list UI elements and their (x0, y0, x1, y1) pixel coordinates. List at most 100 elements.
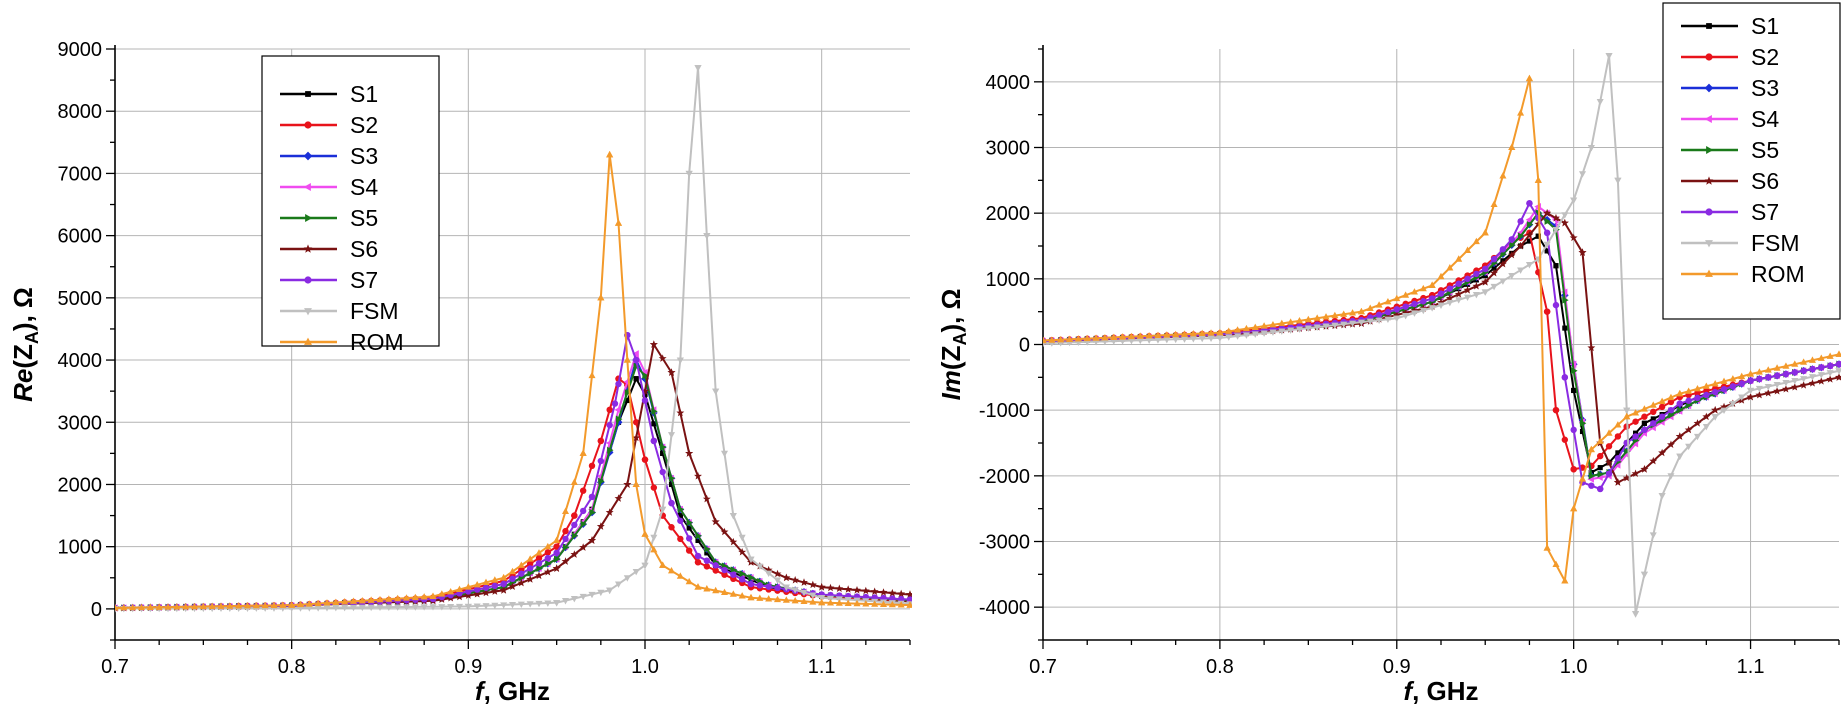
data-point-rom (1101, 333, 1109, 341)
data-point-fsm (1570, 197, 1578, 204)
data-point-rom (862, 600, 870, 607)
data-point-fsm (782, 584, 790, 591)
data-point-rom (632, 480, 640, 488)
data-point-s7 (1490, 255, 1498, 263)
legend-marker (1706, 23, 1712, 29)
data-point-s5 (739, 570, 747, 578)
data-point-s7 (1800, 367, 1807, 374)
data-point-s7 (1597, 485, 1604, 493)
data-point-rom (553, 536, 561, 544)
legend-label: FSM (350, 298, 399, 324)
data-point-s2 (526, 560, 534, 567)
data-point-s7 (677, 517, 684, 524)
data-point-s7 (1499, 246, 1507, 253)
data-point-fsm (1747, 387, 1755, 395)
data-point-s6 (1525, 230, 1534, 239)
data-point-s7 (721, 566, 728, 574)
data-point-fsm (800, 589, 808, 597)
data-point-rom (747, 593, 755, 601)
data-point-s7 (526, 565, 534, 572)
legend-marker (1705, 269, 1713, 277)
y-tick-label: -1000 (979, 400, 1030, 422)
data-point-s7 (1826, 362, 1834, 370)
data-point-fsm (305, 605, 313, 612)
legend-label: S6 (350, 236, 378, 262)
data-point-fsm (1384, 316, 1392, 324)
data-point-rom (1349, 309, 1357, 316)
data-point-s6 (473, 590, 482, 598)
data-point-s7 (1446, 285, 1454, 292)
data-point-rom (1043, 336, 1047, 344)
data-point-fsm (438, 604, 446, 611)
legend-marker (304, 276, 312, 284)
data-point-s6 (1746, 392, 1755, 401)
data-point-fsm (1632, 611, 1640, 618)
data-point-fsm (1278, 328, 1286, 335)
data-point-fsm (1773, 381, 1781, 389)
data-point-s7 (668, 499, 675, 507)
data-point-rom (1508, 143, 1516, 151)
data-point-s5 (677, 505, 685, 513)
y-axis-label: Re(ZA), Ω (8, 287, 42, 402)
x-tick-label: 1.0 (631, 656, 659, 678)
data-point-s5 (651, 407, 658, 415)
data-point-fsm (623, 575, 631, 582)
y-axis-label-open: (Z (8, 344, 38, 369)
data-point-rom (367, 596, 375, 603)
data-point-s6 (1826, 375, 1835, 383)
data-point-s6 (596, 522, 605, 530)
data-point-s6 (729, 537, 738, 546)
data-point-s1 (624, 397, 630, 404)
data-point-fsm (1738, 394, 1746, 401)
data-point-fsm (394, 604, 402, 611)
data-point-fsm (747, 556, 755, 563)
data-point-rom (1295, 317, 1304, 324)
data-point-rom (871, 600, 879, 607)
data-point-fsm (464, 603, 472, 611)
data-point-rom (491, 576, 499, 583)
data-point-rom (1464, 246, 1472, 253)
data-point-s7 (465, 588, 472, 595)
data-point-s7 (1809, 365, 1816, 373)
data-point-fsm (809, 592, 817, 599)
data-point-rom (1074, 335, 1082, 342)
data-point-s2 (562, 527, 569, 535)
data-point-rom (261, 601, 269, 609)
data-point-s6 (641, 387, 649, 395)
data-point-fsm (614, 581, 623, 588)
data-point-s7 (1632, 433, 1639, 440)
x-tick-label: 0.8 (1206, 656, 1234, 678)
series-fsm (1043, 53, 1841, 618)
data-point-s7 (611, 400, 619, 407)
data-point-s7 (544, 554, 552, 562)
data-point-rom (349, 597, 358, 604)
data-point-fsm (1835, 368, 1841, 375)
data-point-s7 (738, 576, 746, 583)
data-point-s7 (747, 580, 755, 588)
data-point-s6 (1437, 298, 1445, 306)
x-axis-label-var: f (475, 676, 486, 705)
legend-marker (1704, 115, 1712, 123)
data-point-fsm (703, 233, 711, 240)
data-point-s5 (1544, 217, 1551, 225)
data-point-rom (853, 599, 861, 607)
data-point-s7 (1765, 374, 1772, 381)
data-point-s7 (1614, 455, 1622, 462)
data-point-fsm (1251, 331, 1259, 338)
y-tick-label: 3000 (58, 412, 103, 434)
data-point-s7 (1526, 200, 1533, 207)
x-axis-label-unit: , GHz (484, 676, 550, 705)
data-point-fsm (1693, 433, 1702, 441)
data-point-s1 (660, 450, 666, 456)
y-tick-label: 4000 (58, 350, 103, 372)
data-point-rom (358, 596, 366, 604)
data-point-s7 (1694, 394, 1701, 402)
data-point-rom (1632, 409, 1640, 416)
data-point-s7 (1605, 470, 1613, 477)
data-point-fsm (641, 562, 649, 570)
data-point-s6 (879, 588, 888, 596)
data-point-s5 (1562, 296, 1569, 304)
data-point-rom (129, 603, 137, 611)
data-point-rom (217, 602, 225, 609)
data-point-fsm (667, 432, 676, 439)
